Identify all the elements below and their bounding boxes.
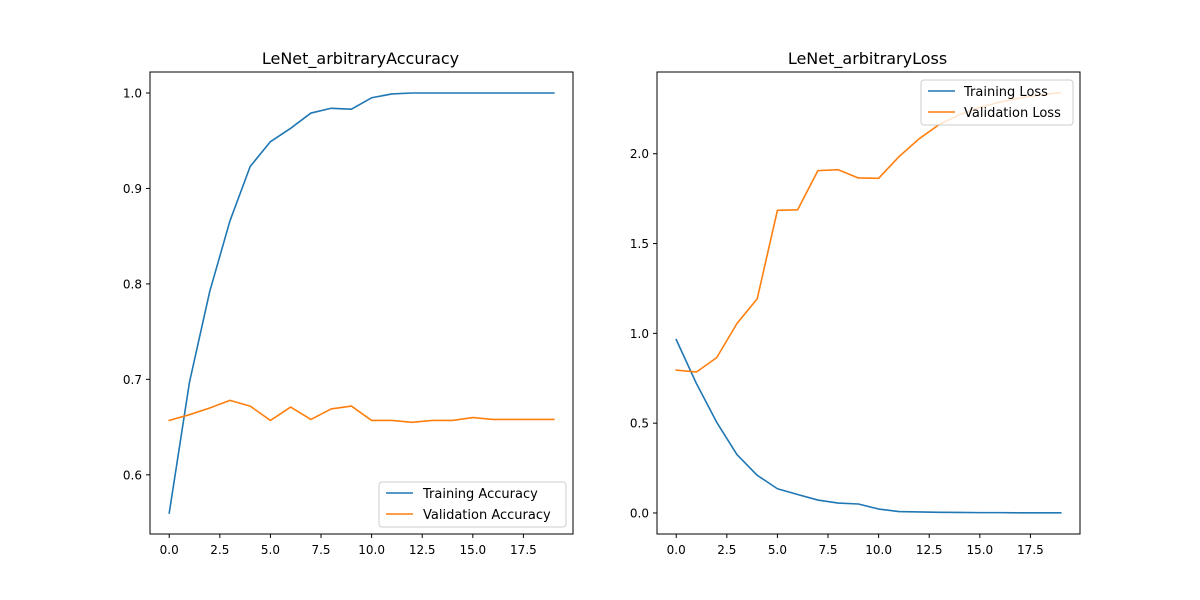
loss-xtick-label: 5.0 — [768, 543, 787, 557]
loss-xtick-label: 15.0 — [966, 543, 993, 557]
accuracy-legend-box — [378, 481, 567, 528]
accuracy-xtick-label: 10.0 — [358, 543, 385, 557]
accuracy-ytick-label: 0.7 — [123, 373, 142, 387]
loss-ticks: 0.0 2.5 5.0 7.5 10.0 12.5 15.0 17.5 0.0 0.5 1.0 1.5… — [630, 147, 1044, 557]
loss-ytick-label: 0.0 — [630, 506, 649, 520]
loss-legend-label-validation: Validation Loss — [964, 106, 1061, 121]
loss-xtick-label: 7.5 — [818, 543, 837, 557]
loss-legend: Training Loss Validation Loss — [920, 79, 1074, 126]
accuracy-training-line — [168, 92, 555, 514]
accuracy-xtick-label: 0.0 — [160, 543, 179, 557]
loss-xtick-label: 17.5 — [1017, 543, 1044, 557]
loss-ytick-label: 0.5 — [630, 417, 649, 431]
accuracy-xtick-label: 17.5 — [510, 543, 537, 557]
loss-legend-box — [920, 79, 1074, 126]
loss-ytick-label: 1.0 — [630, 327, 649, 341]
loss-chart: LeNet_arbitraryLoss 0.0 2.5 5.0 7.5 10.0 12.5… — [630, 49, 1081, 557]
accuracy-xtick-label: 7.5 — [311, 543, 330, 557]
accuracy-ticks: 0.0 2.5 5.0 7.5 10.0 12.5 15.0 17.5 0.6 0.7 0.8 0.9… — [123, 87, 537, 558]
accuracy-ytick-label: 0.6 — [123, 468, 142, 482]
loss-plot-frame — [656, 71, 1081, 535]
accuracy-legend: Training Accuracy Validation Accuracy — [378, 481, 567, 528]
accuracy-series-lines — [168, 92, 555, 514]
accuracy-chart-title: LeNet_arbitraryAccuracy — [262, 49, 459, 69]
accuracy-ytick-label: 0.8 — [123, 277, 142, 291]
accuracy-legend-label-validation: Validation Accuracy — [423, 508, 551, 523]
accuracy-validation-line — [168, 399, 555, 424]
loss-chart-title: LeNet_arbitraryLoss — [788, 49, 947, 69]
loss-xtick-label: 12.5 — [916, 543, 943, 557]
loss-xtick-label: 2.5 — [717, 543, 736, 557]
loss-xtick-label: 10.0 — [865, 543, 892, 557]
loss-xtick-label: 0.0 — [667, 543, 686, 557]
loss-training-line — [675, 338, 1062, 514]
accuracy-xtick-label: 2.5 — [210, 543, 229, 557]
accuracy-legend-label-training: Training Accuracy — [422, 487, 538, 502]
accuracy-chart: LeNet_arbitraryAccuracy 0.0 2.5 5.0 7.5 10.0… — [123, 49, 574, 558]
loss-ytick-label: 2.0 — [630, 147, 649, 161]
loss-ytick-label: 1.5 — [630, 237, 649, 251]
accuracy-ytick-label: 1.0 — [123, 87, 142, 101]
accuracy-plot-frame — [149, 71, 574, 535]
loss-legend-label-training: Training Loss — [963, 85, 1048, 100]
accuracy-ytick-label: 0.9 — [123, 182, 142, 196]
accuracy-xtick-label: 5.0 — [261, 543, 280, 557]
accuracy-xtick-label: 12.5 — [409, 543, 436, 557]
accuracy-xtick-label: 15.0 — [459, 543, 486, 557]
